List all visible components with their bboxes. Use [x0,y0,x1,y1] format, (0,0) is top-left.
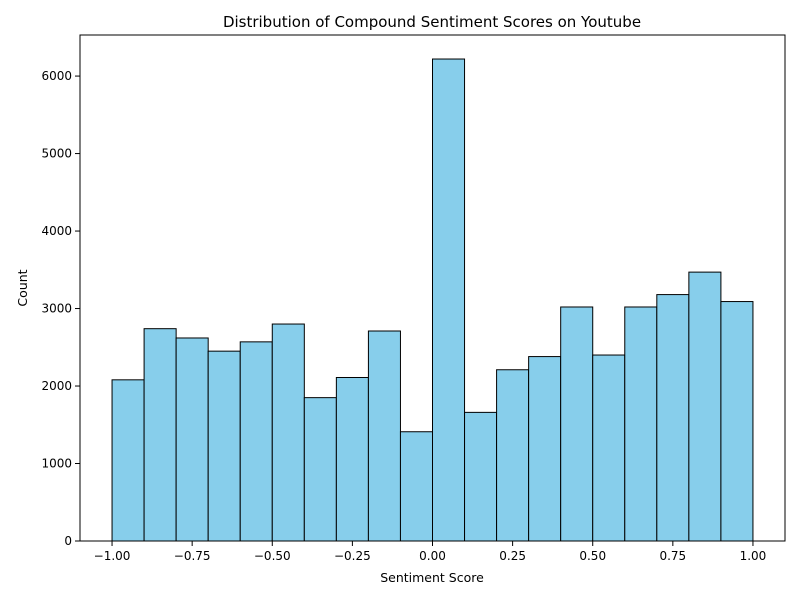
x-tick-label: −1.00 [94,549,131,563]
histogram-bar [399,431,434,542]
x-axis-label: Sentiment Score [380,570,484,585]
x-tick-label: 0.75 [659,549,686,563]
histogram-bar [720,301,754,542]
histogram-bar [175,337,209,542]
histogram-bar [560,306,594,542]
x-tick-label: −0.75 [174,549,211,563]
histogram-bar [432,58,466,542]
x-tick-label: −0.50 [254,549,291,563]
y-axis-ticks: 0 1000 2000 3000 4000 5000 6000 [41,69,80,548]
bars-group [111,58,754,542]
histogram-bar [143,328,177,542]
y-tick-label: 4000 [41,224,72,238]
histogram-bar [207,350,241,542]
y-tick-label: 0 [64,534,72,548]
histogram-bar [271,323,305,542]
y-axis-label: Count [15,269,30,306]
x-tick-label: 1.00 [740,549,767,563]
x-tick-label: −0.25 [334,549,371,563]
histogram-bar [367,330,401,542]
x-tick-label: 0.25 [499,549,526,563]
histogram-bar [496,369,530,542]
histogram-bar [592,354,626,542]
histogram-bar [335,376,369,542]
histogram-bar [303,397,337,542]
histogram-bar [111,379,145,542]
y-tick-label: 1000 [41,457,72,471]
histogram-bar [239,341,273,542]
y-tick-label: 2000 [41,379,72,393]
x-axis-ticks: −1.00 −0.75 −0.50 −0.25 0.00 0.25 0.50 0.75 1.00 [94,541,767,563]
histogram-bar [624,306,658,542]
y-tick-label: 6000 [41,69,72,83]
y-tick-label: 5000 [41,147,72,161]
histogram-bar [688,271,722,542]
x-tick-label: 0.00 [419,549,446,563]
x-tick-label: 0.50 [579,549,606,563]
chart-title: Distribution of Compound Sentiment Score… [223,13,641,31]
histogram-bar [656,294,690,542]
histogram-bar [528,356,562,542]
histogram-bar [464,411,498,542]
y-tick-label: 3000 [41,302,72,316]
